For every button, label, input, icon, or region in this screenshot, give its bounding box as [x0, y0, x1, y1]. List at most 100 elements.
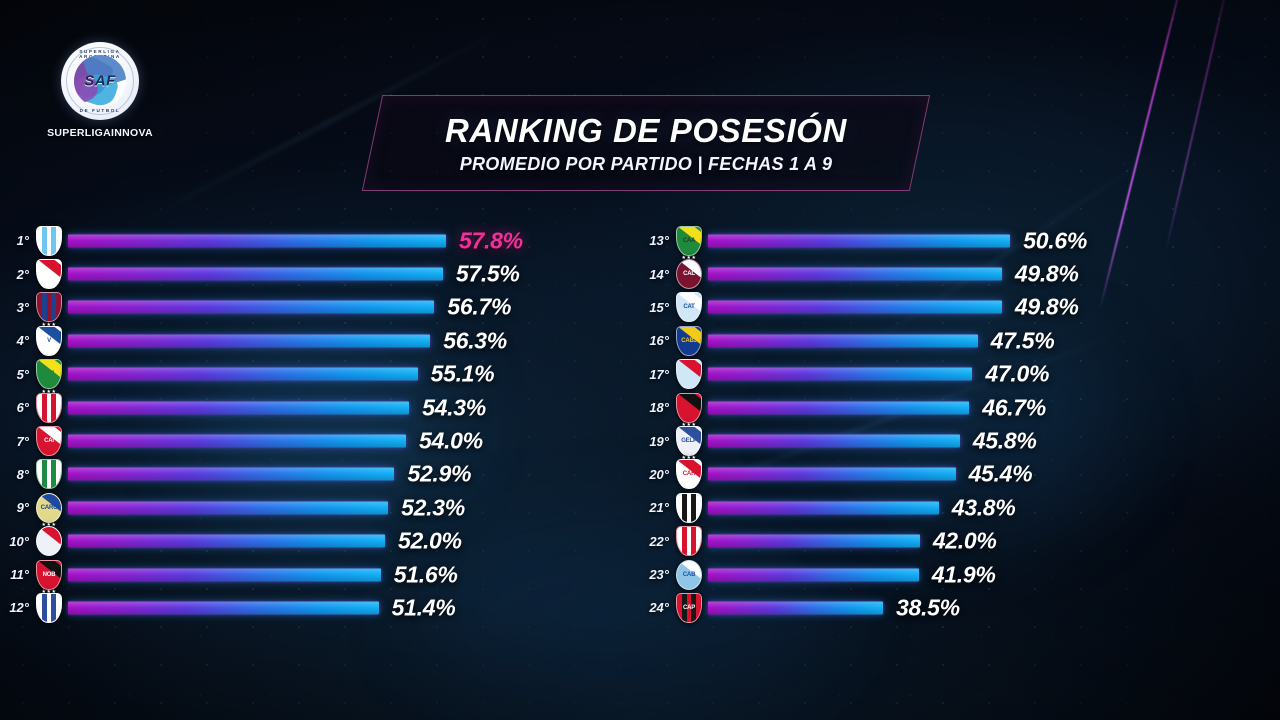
rank-position-label: 6°: [16, 400, 29, 416]
possession-value-label: 56.7%: [447, 293, 512, 320]
rank-position-label: 10°: [9, 533, 29, 549]
possession-bar: [708, 434, 960, 448]
ranking-row: 12° ★★★ 51.4%: [0, 588, 640, 624]
colon-crest-icon: [676, 392, 702, 423]
rank-position-label: 3°: [16, 299, 29, 315]
possession-value-label: 46.7%: [982, 394, 1046, 421]
rank-position-label: 4°: [16, 333, 29, 349]
ranking-row: 24° CAP 38.5%: [640, 591, 1280, 624]
possession-value-label: 55.1%: [430, 360, 495, 387]
possession-bar: [68, 434, 407, 448]
possession-value-label: 57.5%: [455, 260, 520, 287]
bar-track: 49.8%: [708, 291, 1280, 324]
rank-position-label: 15°: [649, 299, 669, 315]
crest-stars: ★★★: [41, 388, 57, 395]
possession-bar: [68, 367, 418, 381]
left-column: 1° 57.8% 2° 57.5% 3° 56.7% 4° V ★★★ 56.3% 5° DyJ 55.…: [0, 224, 640, 625]
ranking-row: 11° NOB 51.6%: [0, 558, 640, 591]
rank-position-label: 21°: [649, 500, 669, 516]
argentinos-juniors-crest-icon: ★★★: [36, 522, 62, 557]
bar-track: 47.5%: [708, 324, 1280, 357]
page-subtitle: PROMEDIO POR PARTIDO | FECHAS 1 A 9: [459, 153, 833, 174]
bar-track: 49.8%: [708, 257, 1280, 290]
crest-shield: CAH: [676, 459, 702, 490]
saf-crest-icon: SUPERLIGA ARGENTINA SAF DE FUTBOL: [61, 42, 139, 120]
bar-track: 50.6%: [708, 224, 1280, 257]
brand-name-label: SUPERLIGAINNOVA: [47, 127, 153, 139]
union-crest-icon: [676, 526, 702, 557]
bar-track: 41.9%: [708, 558, 1280, 591]
rank-position-label: 23°: [649, 567, 669, 583]
crest-stars: ★★★: [41, 588, 57, 595]
ranking-row: 4° V ★★★ 56.3%: [0, 321, 640, 357]
bar-track: 38.5%: [708, 591, 1280, 624]
ranking-row: 6° ★★★ 54.3%: [0, 388, 640, 424]
possession-value-label: 50.6%: [1023, 227, 1087, 254]
ranking-row: 8° 52.9%: [0, 458, 640, 491]
ranking-row: 13° CAA 50.6%: [640, 224, 1280, 257]
possession-bar: [708, 501, 939, 515]
bar-track: 45.8%: [708, 424, 1280, 457]
crest-ring: [66, 47, 134, 115]
possession-bar: [708, 401, 970, 415]
possession-value-label: 56.3%: [443, 327, 507, 354]
crest-shield: CAP: [676, 592, 702, 623]
rank-position-label: 17°: [649, 366, 669, 382]
racing-club-crest-icon: [36, 225, 62, 256]
possession-value-label: 51.6%: [393, 561, 458, 588]
rank-position-label: 20°: [649, 466, 669, 482]
possession-value-label: 52.0%: [397, 527, 462, 554]
possession-value-label: 51.4%: [391, 594, 456, 621]
bar-track: 51.6%: [68, 558, 640, 591]
crest-shield: [676, 392, 702, 423]
crest-shield: CAB: [676, 559, 702, 590]
bar-track: 52.3%: [68, 491, 640, 524]
crest-stars: ★★★: [681, 455, 697, 462]
bar-track: 57.8%: [68, 224, 640, 257]
possession-bar: [68, 568, 381, 582]
crest-stars: ★★★: [41, 321, 57, 328]
right-column: 13° CAA 50.6% 14° CAL ★★★ 49.8% 15° CAT 49.8% 16° C…: [640, 224, 1280, 625]
gimnasia-crest-icon: GELP ★★★: [676, 422, 702, 457]
possession-bar: [708, 568, 919, 582]
possession-bar: [708, 534, 920, 548]
possession-bar: [68, 401, 410, 415]
bar-track: 56.3%: [68, 324, 640, 357]
rank-position-label: 19°: [649, 433, 669, 449]
possession-value-label: 52.3%: [401, 494, 465, 521]
bar-track: 45.4%: [708, 458, 1280, 491]
crest-stars: ★★★: [681, 422, 697, 429]
ranking-row: 9° CARC 52.3%: [0, 491, 640, 524]
crest-shield: CAL: [676, 259, 702, 290]
rank-position-label: 12°: [9, 600, 29, 616]
crest-shield: [676, 526, 702, 557]
ranking-row: 23° CAB 41.9%: [640, 558, 1280, 591]
ranking-row: 15° CAT 49.8%: [640, 291, 1280, 324]
central-cordoba-crest-icon: [676, 492, 702, 523]
bar-track: 46.7%: [708, 391, 1280, 424]
possession-value-label: 54.3%: [422, 394, 486, 421]
rank-position-label: 16°: [649, 333, 669, 349]
rosario-central-crest-icon: CARC: [36, 492, 62, 523]
bar-track: 52.9%: [68, 458, 640, 491]
rank-position-label: 24°: [649, 600, 669, 616]
bar-track: 57.5%: [68, 257, 640, 290]
rank-position-label: 2°: [16, 266, 29, 282]
ranking-row: 22° 42.0%: [640, 525, 1280, 558]
crest-shield: CABJ: [676, 325, 702, 356]
ranking-row: 17° 47.0%: [640, 358, 1280, 391]
ranking-row: 21° 43.8%: [640, 491, 1280, 524]
possession-value-label: 42.0%: [932, 527, 997, 554]
possession-bar: [68, 467, 395, 481]
rank-position-label: 14°: [649, 266, 669, 282]
ranking-chart: 1° 57.8% 2° 57.5% 3° 56.7% 4° V ★★★ 56.3% 5° DyJ 55.…: [0, 224, 1280, 625]
crest-shield: DyJ: [36, 359, 62, 390]
crest-swirl-graphic: [74, 55, 126, 107]
banfield-crest-icon: [36, 459, 62, 490]
bar-track: 55.1%: [68, 358, 640, 391]
crest-shield: CARC: [36, 492, 62, 523]
ranking-row: 20° CAH ★★★ 45.4%: [640, 455, 1280, 491]
crest-shield: [36, 225, 62, 256]
crest-arc-bottom-label: DE FUTBOL: [79, 108, 121, 113]
